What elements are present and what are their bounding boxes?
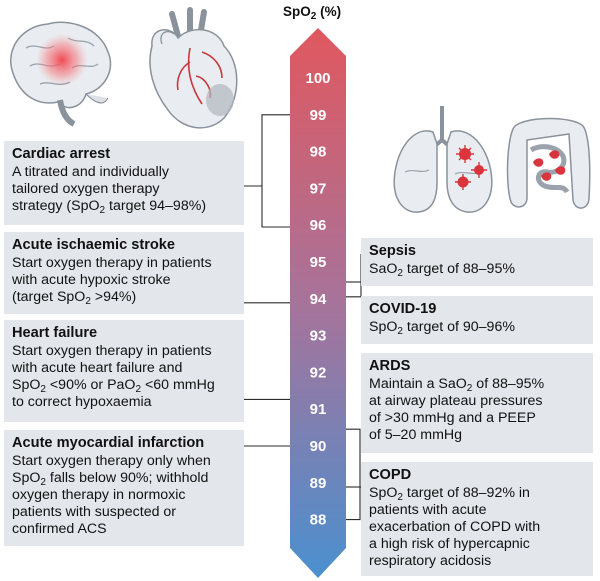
scale-arrow xyxy=(290,28,346,578)
box-acute-myocardial-infarction: Acute myocardial infarction Start oxygen… xyxy=(4,430,244,546)
box-title: COVID-19 xyxy=(369,301,437,317)
axis-title: SpO2 (%) xyxy=(283,4,342,22)
scale-value-91: 91 xyxy=(310,401,327,418)
scale-value-92: 92 xyxy=(310,364,327,381)
scale-value-94: 94 xyxy=(310,291,327,308)
connector-sepsis xyxy=(346,254,362,298)
box-acute-ischaemic-stroke: Acute ischaemic stroke Start oxygen ther… xyxy=(4,232,244,314)
scale-value-93: 93 xyxy=(310,328,327,345)
connector-cardiac-arrest xyxy=(244,114,290,228)
scale-value-99: 99 xyxy=(310,107,327,124)
box-heart-failure: Heart failure Start oxygen therapy in pa… xyxy=(4,320,244,422)
scale-value-96: 96 xyxy=(310,217,327,234)
box-cardiac-arrest: Cardiac arrest A titrated and individual… xyxy=(4,141,244,225)
box-body: SpO2 target of 88–92% in patients with a… xyxy=(369,485,541,569)
heart-icon xyxy=(149,7,238,129)
box-sepsis: Sepsis SaO2 target of 88–95% xyxy=(361,238,593,286)
scale-value-97: 97 xyxy=(310,180,327,197)
intestines-icon xyxy=(506,117,591,209)
box-body: SaO2 target of 88–95% xyxy=(369,261,515,279)
box-title: ARDS xyxy=(369,358,411,374)
scale-value-100: 100 xyxy=(305,70,330,87)
brain-icon xyxy=(10,21,112,127)
lungs-icon xyxy=(393,106,493,213)
scale-value-95: 95 xyxy=(310,254,327,271)
scale-value-89: 89 xyxy=(310,475,327,492)
connector-ards xyxy=(346,428,361,521)
box-body: Start oxygen therapy in patients with ac… xyxy=(12,343,215,410)
box-body: Start oxygen therapy only when SpO2 fall… xyxy=(12,453,211,537)
scale-value-88: 88 xyxy=(310,512,327,529)
box-title: COPD xyxy=(369,467,412,483)
box-copd: COPD SpO2 target of 88–92% in patients w… xyxy=(361,462,593,576)
scale-value-98: 98 xyxy=(310,144,327,161)
box-title: Sepsis xyxy=(369,243,417,259)
box-body: A titrated and individually tailored oxy… xyxy=(12,164,207,216)
scale-value-90: 90 xyxy=(310,438,327,455)
box-title: Acute ischaemic stroke xyxy=(12,237,176,253)
box-body: SpO2 target of 90–96% xyxy=(369,319,515,337)
box-covid-19: COVID-19 SpO2 target of 90–96% xyxy=(361,296,593,344)
box-title: Acute myocardial infarction xyxy=(12,435,205,451)
box-ards: ARDS Maintain a SaO2 of 88–95% at airway… xyxy=(361,353,593,453)
box-body: Maintain a SaO2 of 88–95% at airway plat… xyxy=(369,376,545,443)
box-title: Heart failure xyxy=(12,325,98,341)
box-body: Start oxygen therapy in patients with ac… xyxy=(12,255,212,307)
box-title: Cardiac arrest xyxy=(12,146,111,162)
